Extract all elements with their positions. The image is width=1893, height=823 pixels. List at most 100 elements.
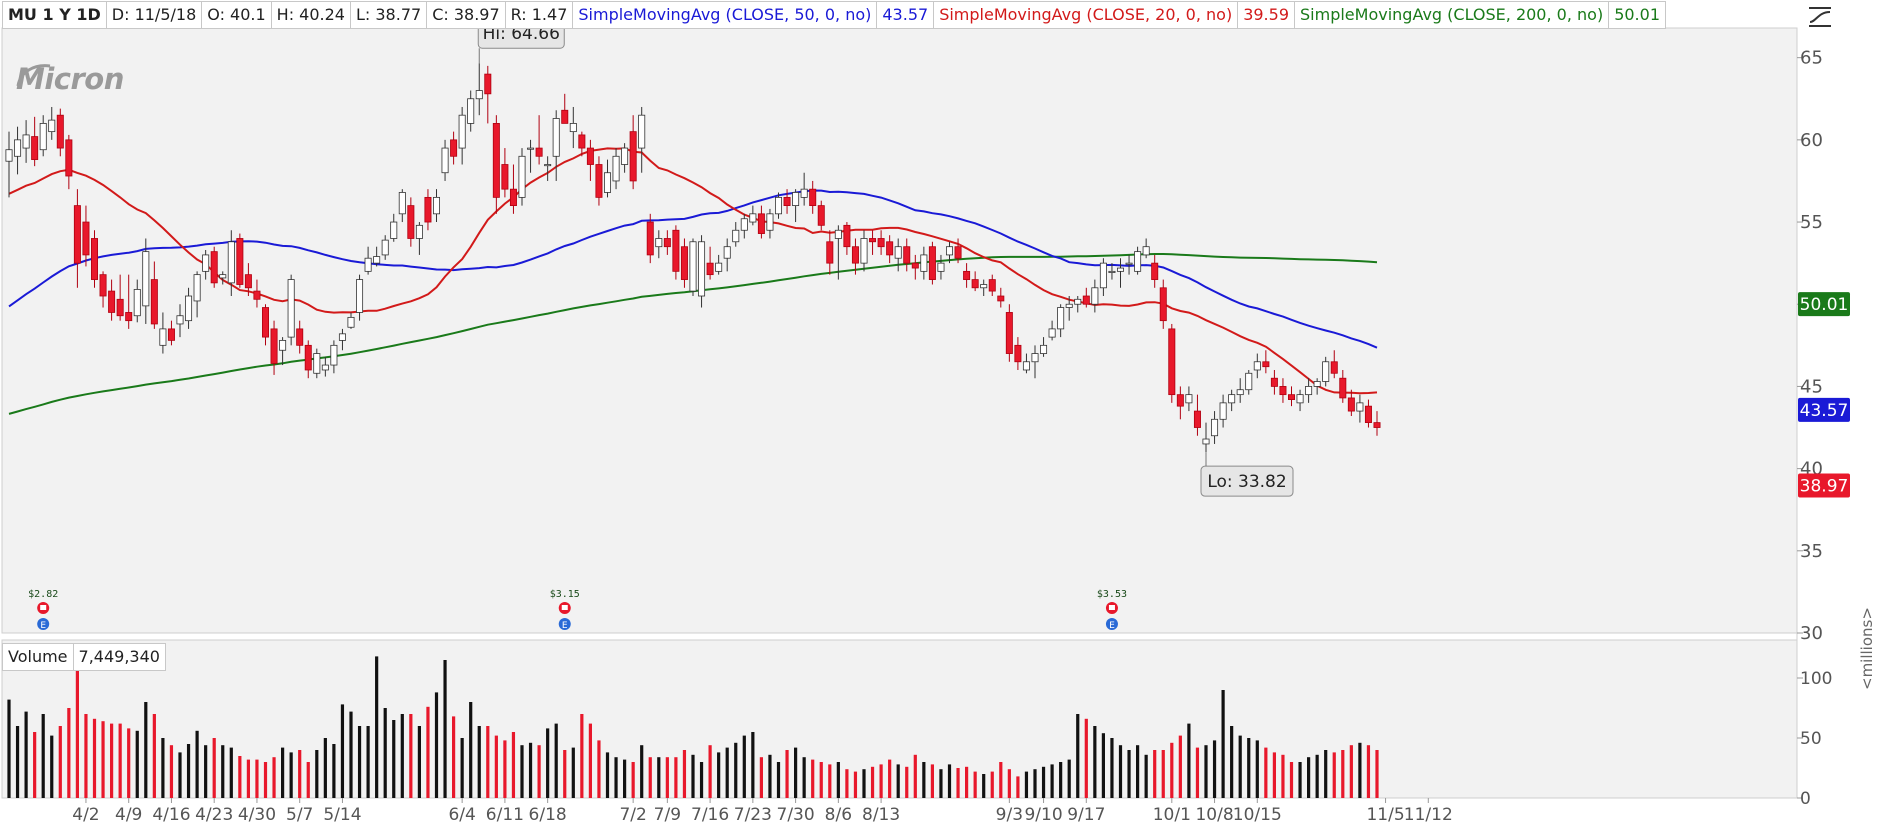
candle-body	[244, 274, 252, 289]
sma200-study-label[interactable]: SimpleMovingAvg (CLOSE, 200, 0, no)	[1294, 1, 1609, 29]
volume-bar	[127, 728, 131, 798]
candle-body	[1057, 307, 1065, 330]
candle-body	[612, 155, 620, 182]
volume-bar	[528, 742, 533, 798]
candle-body	[1099, 262, 1107, 289]
volume-bar	[340, 704, 345, 798]
volume-bar	[520, 745, 524, 798]
candle-body	[1082, 295, 1090, 305]
volume-bar	[734, 742, 738, 798]
candle-body	[270, 328, 278, 364]
candle-body	[1134, 251, 1142, 272]
symbol-label[interactable]: MU 1 Y 1D	[2, 1, 106, 29]
candle-body	[82, 221, 90, 256]
candle-body	[535, 147, 543, 157]
volume-bar	[1067, 759, 1071, 798]
candle-body	[501, 164, 509, 190]
volume-bar	[195, 730, 199, 798]
drawing-tool-icon[interactable]	[1805, 4, 1835, 30]
chart-header: MU 1 Y 1D D: 11/5/18 O: 40.1 H: 40.24 L:…	[2, 1, 1666, 29]
volume-bar	[135, 730, 139, 798]
candle-body	[672, 229, 680, 272]
date-tick-label: 6/18	[529, 805, 567, 823]
volume-bar	[1264, 747, 1268, 798]
volume-bar	[161, 738, 165, 798]
date-tick-label: 4/30	[238, 805, 276, 823]
candle-body	[150, 279, 158, 325]
candle-body	[1117, 267, 1125, 272]
sma50-study-label[interactable]: SimpleMovingAvg (CLOSE, 50, 0, no)	[572, 1, 877, 29]
volume-bar	[665, 757, 669, 798]
date-tick-label: 7/23	[734, 805, 772, 823]
price-tick-label: 60	[1800, 130, 1823, 151]
candle-body	[1176, 394, 1184, 407]
volume-bar	[357, 726, 362, 798]
price-axis: 3035404550556065	[1797, 48, 1823, 644]
sma50-badge-text: 43.57	[1800, 401, 1849, 421]
candle-body	[1022, 361, 1030, 371]
volume-bar	[614, 757, 618, 798]
volume-bar	[1230, 726, 1234, 798]
candle-body	[638, 114, 646, 149]
candle-body	[381, 239, 389, 256]
volume-bar	[905, 766, 909, 798]
candle-body	[655, 238, 663, 248]
volume-label[interactable]: Volume	[2, 643, 73, 671]
volume-bar	[58, 726, 62, 798]
volume-bar	[657, 757, 661, 798]
dividend-gift-icon	[1108, 605, 1115, 610]
volume-bar	[511, 732, 516, 798]
candle-body	[826, 241, 834, 264]
candle-body	[800, 188, 808, 198]
candle-body	[792, 192, 800, 207]
volume-bar	[50, 735, 54, 798]
volume-bar	[289, 752, 293, 798]
volume-bar	[1110, 738, 1114, 798]
close-price-badge	[1798, 473, 1850, 498]
candle-body	[1151, 262, 1159, 280]
date-tick-label: 5/7	[286, 805, 313, 823]
date-tick-label: 4/23	[195, 805, 233, 823]
volume-bar	[229, 747, 233, 798]
candle-body	[330, 344, 338, 366]
candle-body	[236, 238, 244, 285]
dividend-gift-icon	[40, 605, 47, 610]
date-tick-label: 9/17	[1067, 805, 1105, 823]
volume-bar	[238, 756, 242, 798]
volume-bar	[1375, 750, 1379, 798]
close-label: C: 38.97	[426, 1, 505, 29]
candle-body	[1313, 381, 1321, 387]
volume-bar	[7, 699, 11, 798]
candle-body	[356, 279, 364, 313]
candle-body	[39, 123, 47, 151]
volume-bars	[7, 654, 1379, 798]
candle-body	[629, 131, 637, 182]
candle-body	[740, 218, 748, 231]
date-tick-label: 5/14	[323, 805, 361, 823]
date-tick-label: 11/5	[1366, 805, 1404, 823]
volume-bar	[323, 738, 327, 798]
candle-body	[450, 139, 458, 157]
candle-body	[185, 295, 193, 322]
close-price-badge-text: 38.97	[1800, 477, 1849, 497]
volume-bar	[426, 706, 430, 798]
candle-body	[1065, 303, 1073, 308]
candle-body	[920, 254, 928, 272]
volume-bar	[896, 764, 900, 798]
volume-bar	[255, 759, 259, 798]
volume-bar	[469, 702, 473, 798]
volume-bar	[845, 769, 849, 798]
candle-body	[227, 241, 235, 284]
open-label: O: 40.1	[201, 1, 271, 29]
volume-bar	[332, 744, 336, 798]
candle-body	[338, 333, 346, 341]
volume-bar	[947, 764, 952, 798]
sma20-study-label[interactable]: SimpleMovingAvg (CLOSE, 20, 0, no)	[933, 1, 1238, 29]
volume-bar	[802, 757, 806, 798]
volume-bar	[452, 716, 456, 798]
candle-body	[415, 224, 423, 239]
date-tick-label: 9/3	[996, 805, 1023, 823]
volume-bar	[862, 769, 866, 798]
candle-body	[475, 90, 483, 100]
